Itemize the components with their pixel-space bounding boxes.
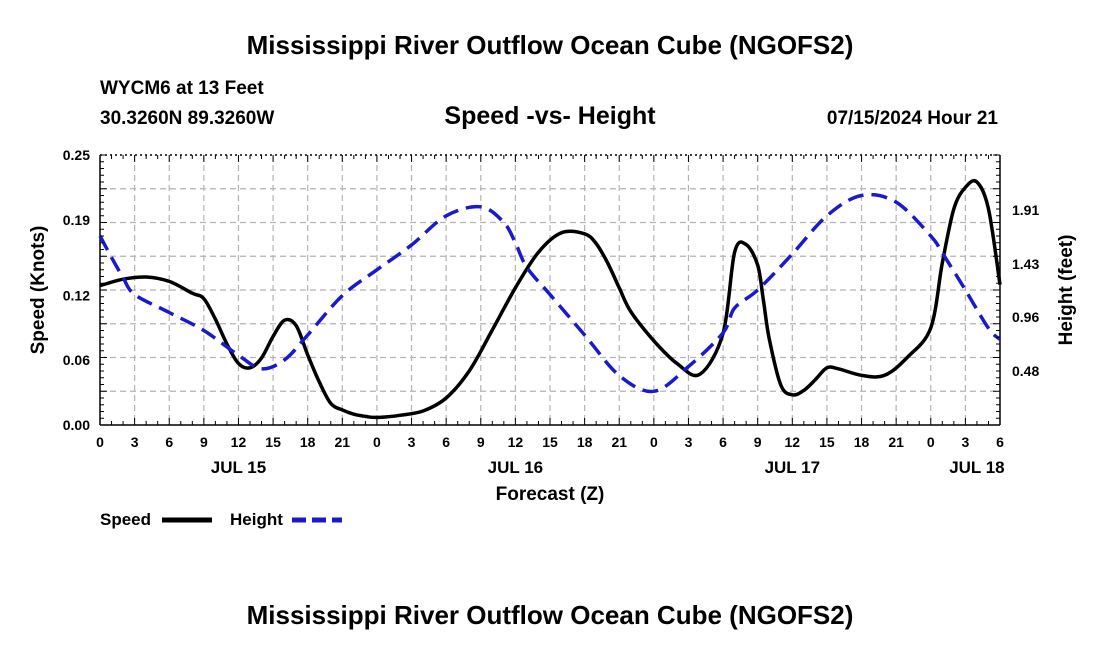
legend-height-label: Height	[230, 510, 283, 529]
x-tick-label: 0	[96, 434, 104, 450]
x-tick-label: 12	[508, 434, 524, 450]
x-tick-label: 6	[165, 434, 173, 450]
forecast-datetime: 07/15/2024 Hour 21	[827, 108, 999, 129]
x-tick-label: 0	[927, 434, 935, 450]
x-tick-label: 3	[961, 434, 969, 450]
x-date-label: JUL 17	[765, 458, 820, 477]
y2-tick-label: 1.91	[1012, 202, 1039, 218]
x-tick-label: 18	[577, 434, 593, 450]
y2-axis-title: Height (feet)	[1056, 235, 1077, 346]
x-tick-label: 9	[200, 434, 208, 450]
speed-series-line	[99, 178, 1002, 420]
x-tick-label: 0	[650, 434, 658, 450]
x-tick-label: 6	[996, 434, 1004, 450]
x-tick-label: 21	[611, 434, 627, 450]
x-tick-label: 15	[542, 434, 558, 450]
x-tick-label: 3	[408, 434, 416, 450]
x-date-label: JUL 15	[211, 458, 266, 477]
x-tick-label: 18	[300, 434, 316, 450]
y2-tick-label: 0.96	[1012, 309, 1039, 325]
y-axis-title: Speed (Knots)	[28, 226, 49, 355]
y2-tick-label: 1.43	[1012, 256, 1039, 272]
footer-title: Mississippi River Outflow Ocean Cube (NG…	[247, 600, 854, 630]
x-date-label: JUL 16	[488, 458, 543, 477]
y-tick-label: 0.19	[63, 212, 90, 228]
x-tick-label: 12	[785, 434, 801, 450]
x-tick-label: 3	[131, 434, 139, 450]
x-date-label: JUL 18	[949, 458, 1004, 477]
x-tick-label: 9	[754, 434, 762, 450]
y2-tick-label: 0.48	[1012, 363, 1039, 379]
x-tick-label: 12	[231, 434, 247, 450]
y-tick-label: 0.00	[63, 417, 90, 433]
y-tick-label: 0.25	[63, 147, 90, 163]
x-tick-label: 3	[685, 434, 693, 450]
height-series-line	[98, 192, 1002, 394]
x-tick-label: 15	[819, 434, 835, 450]
station-coords: 30.3260N 89.3260W	[100, 108, 274, 129]
x-tick-label: 21	[335, 434, 351, 450]
legend-speed-label: Speed	[100, 510, 151, 529]
x-tick-label: 15	[265, 434, 281, 450]
chart-main-title: Mississippi River Outflow Ocean Cube (NG…	[247, 30, 854, 60]
y-tick-label: 0.06	[63, 352, 90, 368]
station-label: WYCM6 at 13 Feet	[100, 78, 264, 99]
x-tick-label: 9	[477, 434, 485, 450]
x-tick-label: 18	[854, 434, 870, 450]
chart-subtitle: Speed -vs- Height	[444, 102, 656, 130]
x-tick-label: 21	[888, 434, 904, 450]
chart-grid	[100, 155, 1000, 425]
x-axis-title: Forecast (Z)	[496, 484, 605, 505]
axes-layer: 0 3 6 9 12 15 18 21 0 3 6 9 12 15 18 21 0 3 6 9 12 15 18 21 0 3 6 J…	[63, 147, 1040, 477]
x-tick-label: 6	[442, 434, 450, 450]
x-tick-label: 6	[719, 434, 727, 450]
x-tick-label: 0	[373, 434, 381, 450]
y-tick-label: 0.12	[63, 287, 90, 303]
legend: Speed Height	[100, 510, 342, 529]
series-layer	[98, 178, 1002, 420]
